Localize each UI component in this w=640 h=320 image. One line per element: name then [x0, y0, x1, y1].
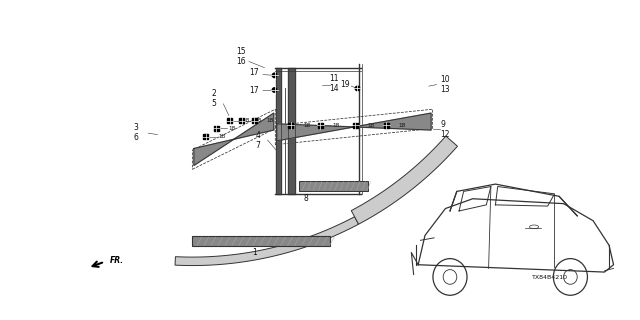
Bar	[298, 181, 368, 191]
Text: 19: 19	[340, 80, 350, 89]
Bar	[193, 236, 330, 246]
Text: 1: 1	[252, 248, 257, 257]
Text: 18: 18	[254, 118, 262, 123]
Bar	[353, 123, 358, 128]
Text: 17: 17	[249, 86, 259, 95]
Text: 2
5: 2 5	[212, 89, 216, 108]
Text: 11
14: 11 14	[330, 74, 339, 92]
Text: 17: 17	[249, 68, 259, 77]
Text: 4
7: 4 7	[256, 131, 260, 149]
Bar	[289, 123, 293, 128]
Bar	[318, 123, 323, 128]
Circle shape	[272, 73, 276, 77]
Circle shape	[272, 88, 276, 92]
Text: 18: 18	[229, 126, 236, 131]
Bar	[203, 134, 208, 140]
Text: 9
12: 9 12	[440, 120, 450, 139]
Text: 18: 18	[367, 123, 375, 128]
Circle shape	[355, 86, 360, 91]
Text: 15
16: 15 16	[236, 47, 246, 66]
Bar	[252, 118, 257, 123]
Text: FR.: FR.	[109, 256, 124, 265]
Bar	[214, 126, 219, 131]
Polygon shape	[194, 113, 274, 165]
Text: 18: 18	[218, 134, 225, 140]
Polygon shape	[277, 113, 431, 141]
Text: 18: 18	[267, 118, 274, 123]
Bar	[227, 118, 232, 123]
Text: 18: 18	[303, 123, 310, 128]
Text: 18: 18	[333, 123, 340, 128]
Text: 8: 8	[304, 194, 308, 203]
Text: 3
6: 3 6	[133, 123, 138, 142]
Text: 10
13: 10 13	[440, 75, 450, 94]
Polygon shape	[351, 136, 458, 224]
Text: 18: 18	[399, 123, 406, 128]
Bar	[239, 118, 244, 123]
Bar	[383, 123, 388, 128]
Polygon shape	[175, 217, 358, 266]
Text: 18: 18	[242, 118, 250, 123]
Text: TX84B4210: TX84B4210	[532, 275, 568, 280]
